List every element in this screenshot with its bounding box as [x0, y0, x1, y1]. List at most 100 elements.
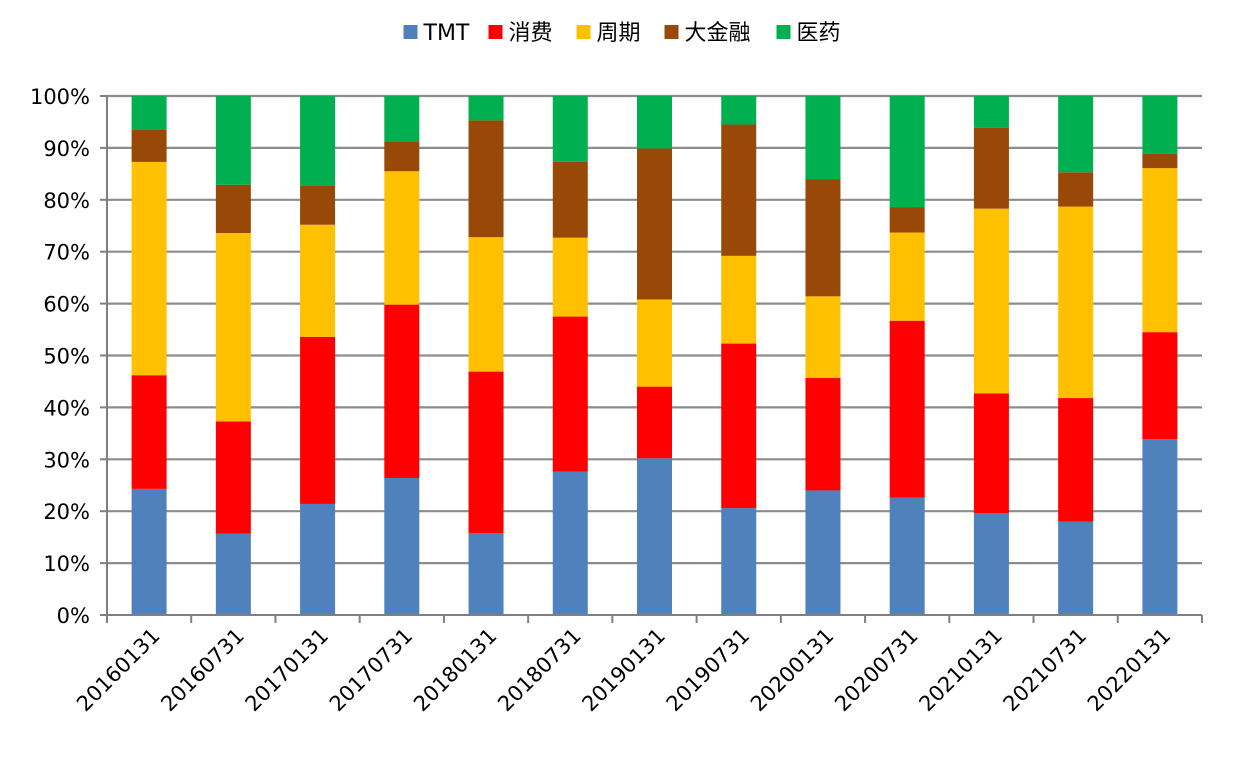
bar-consumer [889, 320, 925, 498]
bar-pharma [1142, 96, 1178, 154]
bar-finance [215, 184, 251, 234]
bar-tmt [805, 490, 841, 615]
legend-swatch [664, 25, 679, 39]
bar-consumer [552, 316, 588, 472]
bar-stack [973, 96, 1009, 615]
y-tick-label: 50% [43, 345, 90, 369]
x-tick-label: 20160731 [156, 624, 249, 717]
bar-finance [384, 141, 420, 172]
bar-tmt [973, 513, 1009, 615]
legend: TMT 消费 周期 大金融 医药 [403, 21, 841, 46]
x-tick-label: 20190731 [662, 624, 755, 717]
y-tick-label: 90% [43, 137, 90, 161]
bar-stack [300, 96, 336, 615]
bar-cyclical [131, 161, 167, 376]
bar-cyclical [805, 296, 841, 378]
bar-tmt [637, 458, 672, 615]
y-tick-label: 70% [43, 241, 90, 265]
bar-finance [973, 127, 1009, 209]
bar-consumer [468, 371, 504, 533]
bar-stack [889, 96, 925, 615]
bar-stack [1142, 96, 1178, 615]
x-tick-label: 20200731 [830, 624, 923, 717]
bar-finance [1058, 172, 1094, 207]
legend-item-tmt: TMT [403, 21, 470, 46]
bar-cyclical [1058, 206, 1094, 399]
x-tick-label: 20190131 [577, 624, 670, 717]
bar-finance [131, 129, 167, 162]
bar-pharma [889, 96, 925, 208]
bar-tmt [131, 488, 167, 615]
bar-pharma [1058, 96, 1094, 173]
bar-stack [805, 96, 841, 615]
bar-finance [637, 148, 672, 300]
bar-tmt [1142, 439, 1178, 615]
bar-pharma [637, 96, 672, 149]
bar-consumer [973, 393, 1009, 514]
x-tick-label: 20180731 [493, 624, 586, 717]
bar-cyclical [552, 237, 588, 317]
bar-tmt [384, 477, 420, 615]
legend-label: TMT [423, 21, 470, 46]
axes [100, 95, 1203, 623]
bar-cyclical [973, 208, 1009, 394]
x-tick-label: 20160131 [72, 624, 165, 717]
bar-stack [721, 96, 757, 615]
x-tick-label: 20180131 [409, 624, 502, 717]
bar-consumer [215, 421, 251, 534]
bar-finance [1142, 153, 1178, 169]
bar-finance [889, 207, 925, 233]
y-tick-label: 100% [30, 85, 90, 109]
bar-consumer [637, 386, 672, 459]
bar-pharma [131, 96, 167, 130]
bar-tmt [552, 471, 588, 615]
bar-cyclical [384, 171, 420, 305]
bar-consumer [384, 304, 420, 478]
bar-consumer [131, 375, 167, 489]
bar-cyclical [215, 233, 251, 422]
legend-swatch [403, 25, 418, 39]
legend-label: 医药 [797, 21, 841, 46]
y-tick-label: 0% [57, 604, 90, 628]
x-tick-label: 20210731 [999, 624, 1092, 717]
x-tick-label: 20220131 [1083, 624, 1176, 717]
y-tick-label: 30% [43, 448, 90, 472]
bar-cyclical [468, 237, 504, 372]
legend-label: 大金融 [685, 21, 751, 46]
legend-item-finance: 大金融 [664, 21, 751, 46]
legend-label: 消费 [509, 21, 553, 46]
bar-cyclical [889, 232, 925, 321]
legend-swatch [776, 25, 791, 39]
x-tick-label: 20170131 [241, 624, 334, 717]
bar-stack [131, 96, 167, 615]
legend-item-cyclical: 周期 [576, 21, 641, 46]
bar-pharma [468, 96, 504, 121]
bars [131, 96, 1178, 615]
bar-cyclical [721, 255, 757, 344]
bar-pharma [300, 96, 336, 186]
legend-item-consumer: 消费 [488, 21, 553, 46]
y-tick-label: 60% [43, 293, 90, 317]
bar-finance [552, 161, 588, 238]
bar-stack [637, 96, 672, 615]
bar-finance [468, 120, 504, 238]
bar-consumer [805, 377, 841, 491]
x-tick-label: 20170731 [325, 624, 418, 717]
y-tick-label: 10% [43, 552, 90, 576]
x-tick-label: 20200131 [746, 624, 839, 717]
bar-consumer [300, 336, 336, 504]
y-tick-label: 20% [43, 500, 90, 524]
bar-tmt [215, 533, 251, 615]
bar-pharma [721, 96, 757, 125]
bar-consumer [1142, 332, 1178, 440]
bar-consumer [1058, 398, 1094, 522]
legend-label: 周期 [597, 21, 641, 46]
bar-stack [384, 96, 420, 615]
x-tick-label: 20210131 [914, 624, 1007, 717]
bar-stack [552, 96, 588, 615]
y-tick-label: 80% [43, 189, 90, 213]
bar-pharma [973, 96, 1009, 128]
bar-finance [300, 185, 336, 225]
bar-cyclical [1142, 168, 1178, 333]
